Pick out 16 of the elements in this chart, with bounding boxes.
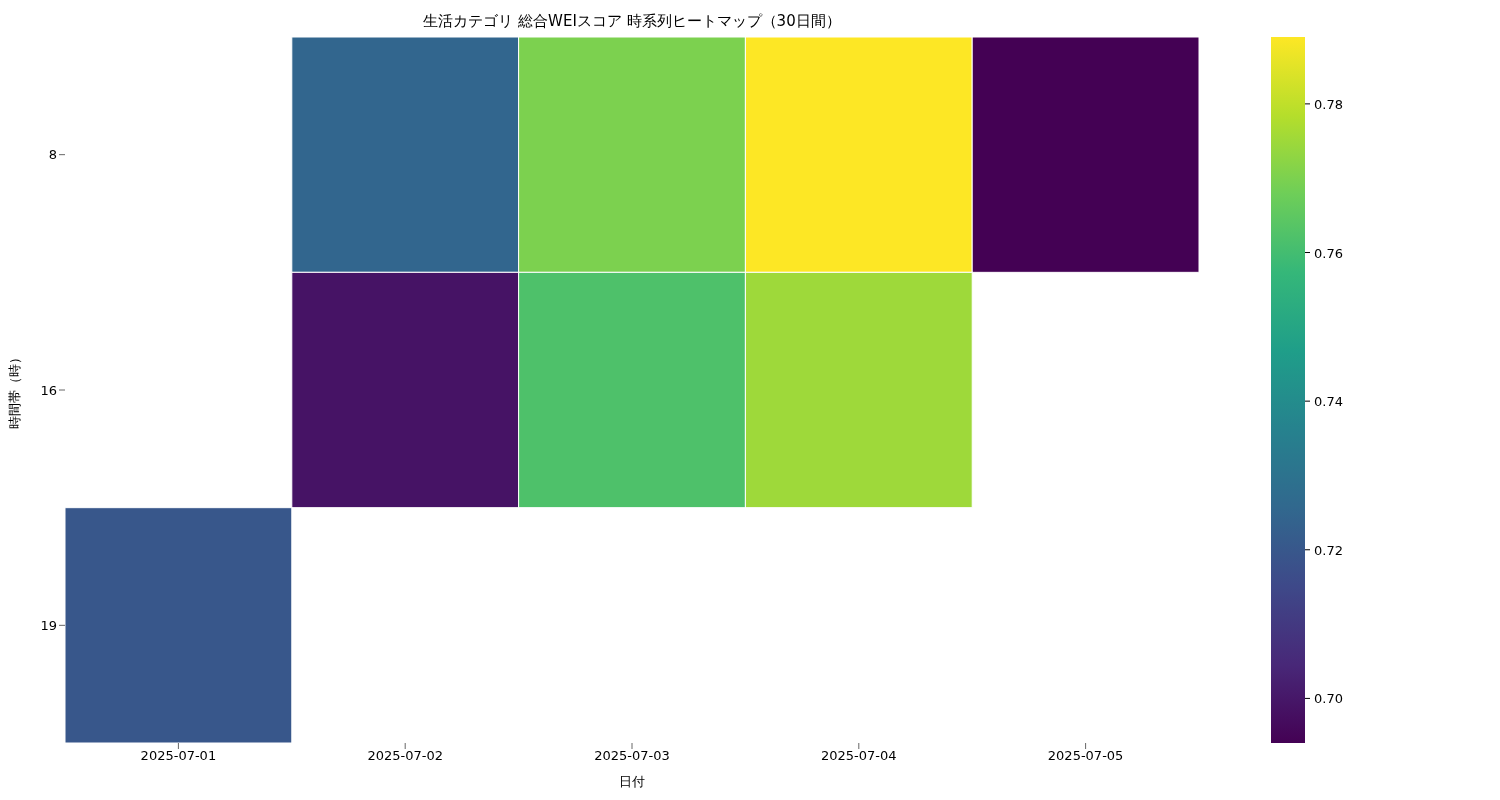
y-tick-label: 19 — [40, 617, 57, 633]
y-tick-label: 16 — [40, 382, 57, 398]
x-axis-title: 日付 — [619, 774, 645, 789]
x-tick-label: 2025-07-03 — [594, 748, 670, 764]
x-tick-label: 2025-07-04 — [821, 748, 897, 764]
color-bar-label: 0.72 — [1314, 542, 1343, 558]
y-tick-label: 8 — [48, 147, 57, 163]
x-tick-label: 2025-07-02 — [367, 748, 443, 764]
x-tick-label: 2025-07-05 — [1047, 748, 1124, 764]
color-bar-label: 0.74 — [1314, 394, 1343, 410]
chart-title: 生活カテゴリ 総合WEIスコア 時系列ヒートマップ（30日間） — [423, 12, 841, 30]
x-tick-label: 2025-07-01 — [140, 748, 217, 764]
y-axis-title: 時間帯（時） — [6, 351, 22, 429]
color-bar-label: 0.78 — [1314, 96, 1343, 112]
color-bar-label: 0.76 — [1314, 245, 1343, 261]
color-bar-label: 0.70 — [1314, 691, 1343, 707]
